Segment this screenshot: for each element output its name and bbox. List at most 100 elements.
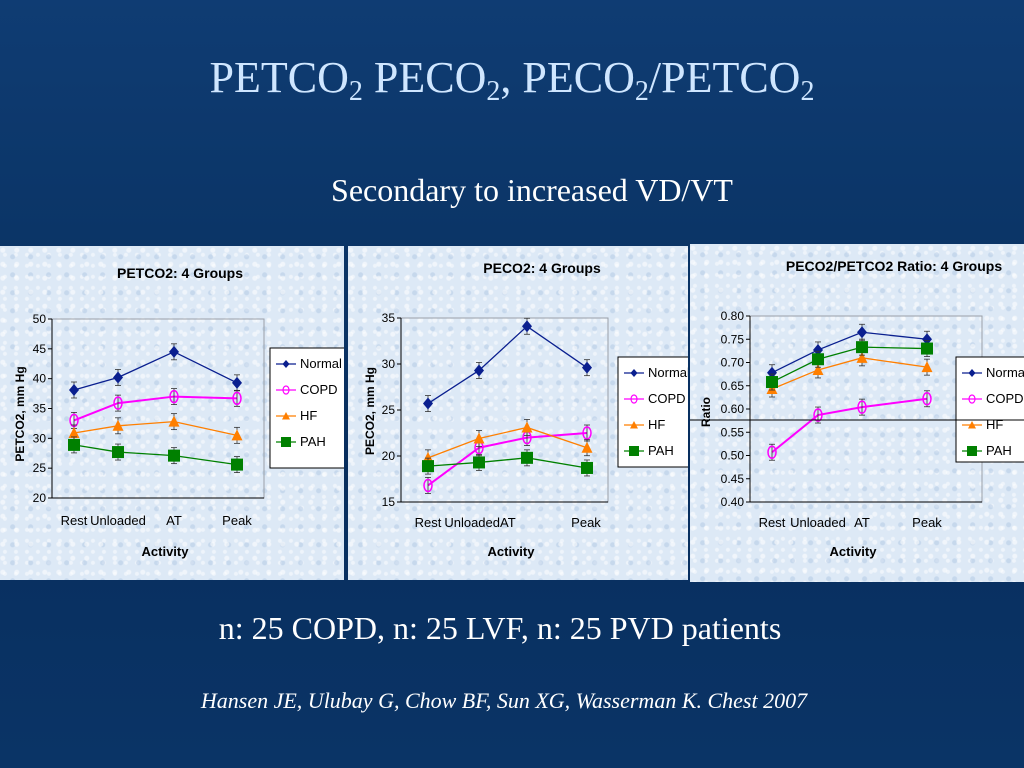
ratio-chart: PECO2/PETCO2 Ratio: 4 Groups 0.40 0.45 0.50… xyxy=(690,258,1024,559)
series-line-hf xyxy=(427,426,588,459)
data-point-hf xyxy=(168,415,180,427)
series-line-pah xyxy=(771,346,928,383)
y-tick-label: 0.45 xyxy=(721,472,745,486)
title-subscript: 2 xyxy=(800,76,815,107)
legend-box xyxy=(269,347,344,469)
data-point-normal xyxy=(582,361,592,374)
data-point-pah xyxy=(766,376,778,389)
series-line-pah xyxy=(73,444,238,466)
chart-title: PETCO2: 4 Groups xyxy=(117,265,243,281)
legend-marker-normal xyxy=(630,369,638,377)
legend-marker-hf xyxy=(282,412,290,420)
y-tick-label: 0.40 xyxy=(721,495,745,509)
plot-area xyxy=(51,318,265,499)
data-point-hf xyxy=(856,351,868,363)
data-point-pah xyxy=(473,456,485,469)
data-point-pah xyxy=(112,446,124,459)
data-point-copd xyxy=(767,445,777,459)
data-point-hf xyxy=(812,363,824,375)
y-tick-label: 0.80 xyxy=(721,309,745,323)
legend-label: PAH xyxy=(300,434,326,449)
legend-marker-pah xyxy=(629,446,639,456)
y-tick-label: 0.60 xyxy=(721,402,745,416)
legend-label: HF xyxy=(300,408,317,423)
data-point-normal xyxy=(113,371,123,384)
y-tick-label: 0.65 xyxy=(721,379,745,393)
x-tick-label: AT xyxy=(854,515,870,530)
x-axis-title: Activity xyxy=(830,544,878,559)
data-point-normal xyxy=(857,326,867,339)
y-tick-label: 20 xyxy=(382,449,396,463)
data-point-copd xyxy=(232,391,242,406)
data-point-hf xyxy=(112,419,124,431)
data-point-copd xyxy=(813,408,823,422)
petco2-chart-panel: PETCO2: 4 Groups 20 25 30 35 40 45 50 Rest Unload… xyxy=(0,246,344,580)
x-tick-label: Peak xyxy=(222,513,252,528)
y-tick-label: 0.75 xyxy=(721,332,745,346)
x-tick-label: Peak xyxy=(912,515,942,530)
x-tick-label: Unloaded xyxy=(790,515,846,530)
legend-label: COPD xyxy=(300,382,338,397)
data-point-copd xyxy=(113,396,123,410)
y-tick-label: 30 xyxy=(382,357,396,371)
data-point-copd xyxy=(922,392,932,406)
data-point-normal xyxy=(474,364,484,377)
y-axis-title: Ratio xyxy=(699,397,713,427)
data-point-copd xyxy=(423,478,433,493)
data-point-normal xyxy=(69,384,79,397)
series-line-copd xyxy=(427,432,588,487)
title-subscript: 2 xyxy=(348,76,363,107)
data-point-pah xyxy=(168,449,180,462)
legend-marker-copd xyxy=(630,394,638,404)
x-tick-label: Rest xyxy=(415,515,442,530)
citation: Hansen JE, Ulubay G, Chow BF, Sun XG, Wa… xyxy=(200,688,808,713)
legend-label: PAH xyxy=(986,443,1012,458)
data-point-normal xyxy=(922,333,932,346)
ratio-chart-panel: PECO2/PETCO2 Ratio: 4 Groups 0.40 0.45 0.50… xyxy=(690,244,1024,582)
data-point-pah xyxy=(231,458,243,471)
y-tick-label: 30 xyxy=(33,431,47,445)
series-line-pah xyxy=(427,457,588,469)
y-tick-label: 0.70 xyxy=(721,356,745,370)
legend-label: Normal xyxy=(986,365,1024,380)
legend-label: COPD xyxy=(648,391,686,406)
x-tick-label: Rest xyxy=(759,515,786,530)
x-tick-label: Rest xyxy=(61,513,88,528)
data-point-copd xyxy=(857,400,867,414)
data-point-pah xyxy=(812,353,824,366)
legend-marker-normal xyxy=(968,369,976,377)
chart-title: PECO2: 4 Groups xyxy=(483,260,601,276)
legend-marker-pah xyxy=(281,437,291,447)
patient-counts: n: 25 COPD, n: 25 LVF, n: 25 PVD patient… xyxy=(218,610,782,646)
y-tick-label: 50 xyxy=(33,312,47,326)
data-point-pah xyxy=(68,438,80,451)
title-subscript: 2 xyxy=(486,76,501,107)
data-point-hf xyxy=(473,432,485,444)
y-axis-title: PECO2, mm Hg xyxy=(363,367,377,455)
series-line-hf xyxy=(73,420,238,436)
data-point-normal xyxy=(767,366,777,379)
data-point-copd xyxy=(169,389,179,404)
data-point-normal xyxy=(813,343,823,356)
data-point-normal xyxy=(522,320,532,333)
y-tick-label: 0.55 xyxy=(721,425,745,439)
y-tick-label: 20 xyxy=(33,491,47,505)
title-part: PETCO xyxy=(209,53,349,102)
title-part: , PECO xyxy=(500,53,635,102)
data-point-normal xyxy=(169,345,179,358)
petco2-chart: PETCO2: 4 Groups 20 25 30 35 40 45 50 Rest Unload… xyxy=(13,265,344,559)
data-point-hf xyxy=(231,429,243,441)
y-tick-label: 35 xyxy=(382,311,396,325)
data-point-pah xyxy=(581,461,593,474)
data-point-normal xyxy=(232,376,242,389)
legend-marker-hf xyxy=(630,421,638,429)
series-line-copd xyxy=(771,397,928,454)
data-point-hf xyxy=(68,426,80,438)
x-tick-label: Unloaded xyxy=(90,513,146,528)
chart-title: PECO2/PETCO2 Ratio: 4 Groups xyxy=(786,258,1002,274)
data-point-hf xyxy=(581,441,593,453)
title-subscript: 2 xyxy=(634,76,649,107)
data-point-copd xyxy=(582,426,592,440)
legend-marker-normal xyxy=(282,360,290,368)
x-tick-label: UnloadedAT xyxy=(444,515,515,530)
